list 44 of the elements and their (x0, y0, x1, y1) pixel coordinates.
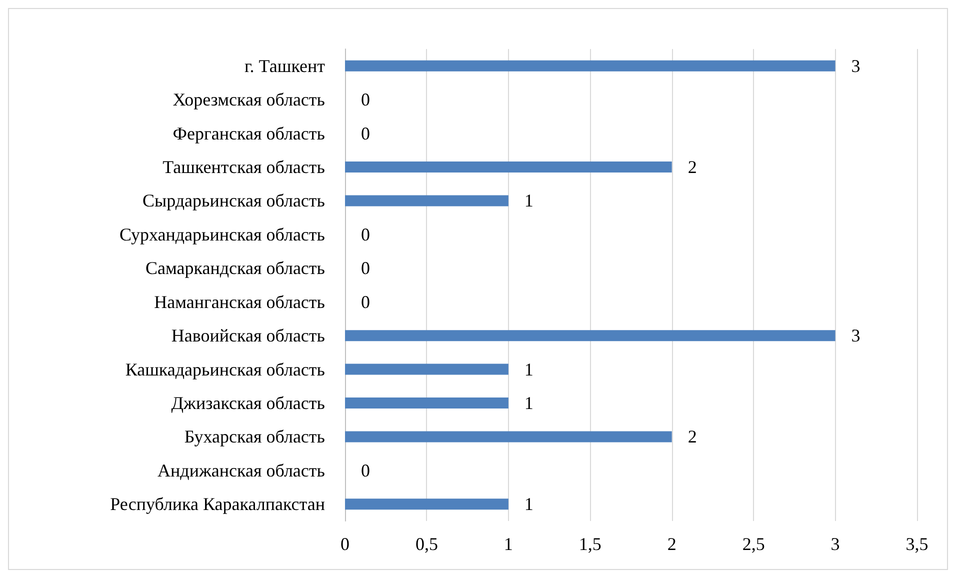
y-tick-label: Сурхандарьинская область (119, 224, 325, 244)
bar (345, 498, 508, 510)
x-tick-label: 1 (504, 534, 513, 554)
x-tick-label: 2,5 (742, 534, 765, 554)
y-tick-label: Навоийская область (171, 326, 325, 346)
data-label: 2 (688, 426, 697, 447)
bar (345, 195, 508, 206)
data-label: 2 (688, 157, 697, 177)
data-label: 0 (361, 90, 370, 110)
data-label: 3 (851, 326, 860, 346)
bar (345, 330, 836, 342)
y-tick-label: Ташкентская область (162, 157, 325, 177)
y-tick-label: Ферганская область (172, 123, 325, 144)
y-tick-label: Андижанская область (158, 460, 325, 480)
y-tick-label: Наманганская область (154, 292, 325, 312)
data-label: 1 (524, 190, 534, 211)
bar (345, 398, 508, 408)
y-tick-label: Самаркандская область (146, 258, 325, 278)
y-tick-label: Хорезмская область (172, 90, 325, 110)
data-label: 0 (361, 224, 370, 244)
data-label: 3 (851, 56, 860, 76)
data-label: 0 (361, 123, 370, 144)
x-tick-label: 2 (667, 534, 676, 554)
x-tick-label: 0 (340, 534, 350, 554)
data-label: 0 (361, 460, 370, 480)
bar (345, 431, 672, 442)
x-tick-label: 1,5 (578, 534, 602, 554)
bar (345, 364, 508, 375)
y-tick-label: Республика Каракалпакстан (110, 494, 326, 514)
data-label: 1 (524, 359, 534, 380)
bar (345, 60, 836, 72)
y-tick-label: Бухарская область (184, 426, 325, 447)
x-tick-label: 3,5 (906, 534, 928, 554)
y-tick-label: г. Ташкент (244, 56, 326, 76)
bar (345, 162, 672, 172)
y-tick-label: Джизакская область (171, 393, 325, 413)
data-label: 0 (361, 258, 370, 278)
data-label: 1 (524, 494, 534, 514)
data-label: 1 (524, 393, 534, 413)
y-tick-label: Кашкадарьинская область (125, 359, 325, 380)
y-tick-label: Сырдарьинская область (142, 190, 325, 211)
x-tick-label: 0,5 (415, 534, 438, 554)
data-label: 0 (361, 292, 370, 312)
x-tick-label: 3 (830, 534, 840, 554)
